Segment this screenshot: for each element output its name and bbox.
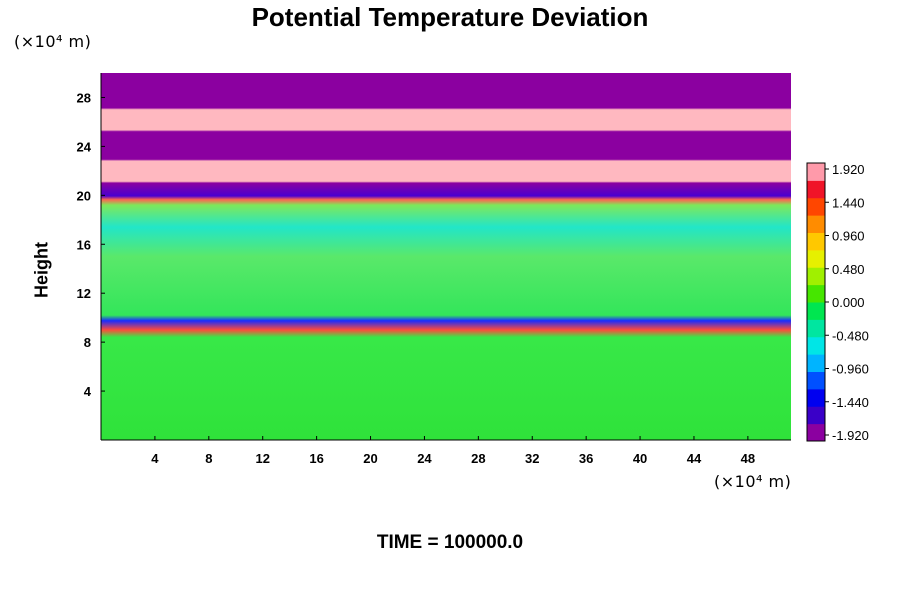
y-axis-ticks: 4 8 12 16 20 24 28 — [77, 90, 105, 399]
x-tick-label: 44 — [687, 451, 702, 466]
x-tick-label: 16 — [309, 451, 323, 466]
y-tick-label: 8 — [84, 335, 91, 350]
y-tick-label: 20 — [77, 188, 91, 203]
time-label: TIME = 100000.0 — [376, 532, 524, 553]
y-tick-label: 28 — [77, 90, 91, 105]
colorbar-tick-label: 1.920 — [832, 162, 865, 177]
colorbar-swatch — [807, 180, 825, 199]
plot-area — [100, 73, 791, 441]
x-tick-label: 32 — [525, 451, 539, 466]
colorbar-tick-label: 0.960 — [832, 229, 865, 244]
colorbar-swatch — [807, 354, 825, 372]
x-axis-unit: (×10⁴ m) — [714, 472, 792, 491]
heatmap-field — [101, 73, 791, 440]
colorbar-swatch — [807, 163, 825, 181]
x-tick-label: 20 — [363, 451, 377, 466]
x-tick-label: 4 — [151, 451, 159, 466]
colorbar-swatch — [807, 388, 825, 407]
x-tick-label: 48 — [741, 451, 755, 466]
y-axis-unit: (×10⁴ m) — [14, 32, 92, 51]
x-tick-label: 8 — [205, 451, 212, 466]
x-tick-label: 28 — [471, 451, 485, 466]
colorbar-swatch — [807, 249, 825, 268]
colorbar-tick-label: -0.480 — [832, 328, 869, 343]
colorbar-swatch — [807, 319, 825, 338]
colorbar-swatch — [807, 423, 825, 442]
x-tick-label: 12 — [255, 451, 269, 466]
x-axis-ticks: 4 8 12 16 20 24 28 32 36 40 44 48 — [151, 436, 755, 466]
colorbar-tick-label: 0.000 — [832, 295, 865, 310]
y-tick-label: 12 — [77, 286, 91, 301]
colorbar-swatch — [807, 215, 825, 233]
x-tick-label: 40 — [633, 451, 647, 466]
colorbar-tick-label: 1.440 — [832, 195, 865, 210]
colorbar-swatch — [807, 197, 825, 216]
y-tick-label: 16 — [77, 237, 91, 252]
colorbar-tick-label: 0.480 — [832, 262, 865, 277]
colorbar-swatch — [807, 336, 825, 355]
colorbar-swatch — [807, 302, 825, 320]
x-tick-label: 24 — [417, 451, 432, 466]
colorbar-swatch — [807, 371, 825, 390]
colorbar: 1.920 1.440 0.960 0.480 0.000 -0.480 -0.960 -1.… — [806, 162, 869, 443]
colorbar-tick-label: -1.440 — [832, 395, 869, 410]
y-tick-label: 24 — [77, 139, 92, 154]
colorbar-swatch — [807, 406, 825, 425]
colorbar-tick-label: -0.960 — [832, 362, 869, 377]
colorbar-swatch — [807, 267, 825, 286]
chart-title: Potential Temperature Deviation — [251, 2, 649, 32]
x-tick-label: 36 — [579, 451, 593, 466]
colorbar-swatch — [807, 284, 825, 303]
colorbar-tick-label: -1.920 — [832, 428, 869, 443]
colorbar-swatch — [807, 232, 825, 251]
y-tick-label: 4 — [84, 384, 92, 399]
